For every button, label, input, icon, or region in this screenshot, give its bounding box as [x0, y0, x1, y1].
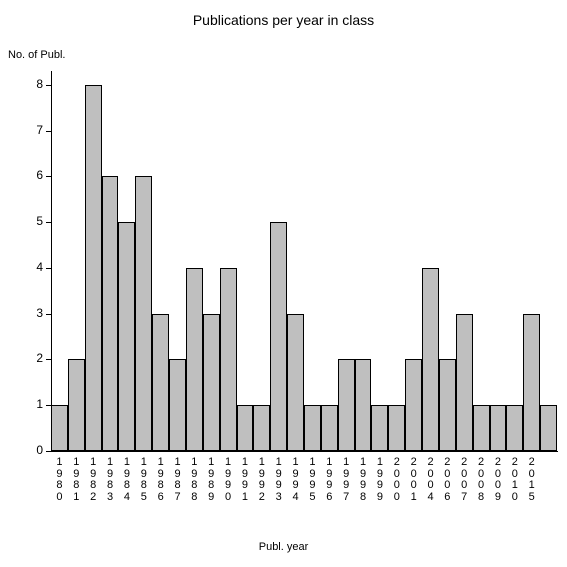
bar	[338, 359, 355, 451]
x-tick-label: 1990	[222, 457, 234, 503]
bar	[270, 222, 287, 451]
x-tick-label: 1982	[87, 457, 99, 503]
y-tick-label: 8	[27, 77, 43, 91]
x-tick-label: 1981	[70, 457, 82, 503]
x-tick-label: 1988	[188, 457, 200, 503]
y-tick-mark	[46, 222, 51, 223]
y-tick-label: 2	[27, 351, 43, 365]
bar	[506, 405, 523, 451]
x-tick-label: 2004	[425, 457, 437, 503]
x-tick-label: 1997	[340, 457, 352, 503]
bar	[287, 314, 304, 451]
x-tick-label: 1987	[172, 457, 184, 503]
bar	[422, 268, 439, 451]
bar	[253, 405, 270, 451]
x-tick-label: 1992	[256, 457, 268, 503]
x-tick-label: 2008	[475, 457, 487, 503]
y-tick-mark	[46, 85, 51, 86]
bar	[220, 268, 237, 451]
bar	[237, 405, 254, 451]
y-tick-label: 5	[27, 214, 43, 228]
x-tick-label: 2010	[509, 457, 521, 503]
y-tick-label: 4	[27, 260, 43, 274]
x-axis-title: Publ. year	[0, 541, 567, 553]
y-tick-mark	[46, 451, 51, 452]
y-tick-label: 0	[27, 443, 43, 457]
x-tick-label: 1985	[138, 457, 150, 503]
y-tick-mark	[46, 268, 51, 269]
bar	[68, 359, 85, 451]
bar	[490, 405, 507, 451]
chart-title: Publications per year in class	[0, 12, 567, 28]
x-tick-label: 1986	[155, 457, 167, 503]
bar	[118, 222, 135, 451]
bar	[51, 405, 68, 451]
y-tick-label: 3	[27, 306, 43, 320]
x-tick-label: 1993	[273, 457, 285, 503]
bar	[355, 359, 372, 451]
x-tick-label: 1980	[53, 457, 65, 503]
y-axis-title: No. of Publ.	[8, 49, 65, 61]
bar	[169, 359, 186, 451]
bar	[102, 176, 119, 451]
bar	[456, 314, 473, 451]
x-tick-label: 1984	[121, 457, 133, 503]
bar	[186, 268, 203, 451]
bar	[321, 405, 338, 451]
bar	[203, 314, 220, 451]
bar	[405, 359, 422, 451]
x-tick-label: 1996	[323, 457, 335, 503]
bar	[371, 405, 388, 451]
x-tick-label: 1998	[357, 457, 369, 503]
bar	[473, 405, 490, 451]
x-tick-label: 2009	[492, 457, 504, 503]
x-tick-label: 2015	[526, 457, 538, 503]
bar	[540, 405, 557, 451]
x-tick-label: 1999	[374, 457, 386, 503]
bar	[388, 405, 405, 451]
chart-container: Publications per year in class No. of Pu…	[0, 0, 567, 567]
x-tick-label: 2006	[441, 457, 453, 503]
bar	[135, 176, 152, 451]
bar	[439, 359, 456, 451]
bar	[304, 405, 321, 451]
x-tick-label: 2000	[391, 457, 403, 503]
bar	[85, 85, 102, 451]
x-tick-label: 1983	[104, 457, 116, 503]
y-tick-mark	[46, 314, 51, 315]
y-tick-mark	[46, 176, 51, 177]
y-tick-label: 7	[27, 123, 43, 137]
y-tick-mark	[46, 131, 51, 132]
y-tick-label: 6	[27, 168, 43, 182]
x-tick-label: 1991	[239, 457, 251, 503]
bar	[152, 314, 169, 451]
y-tick-mark	[46, 359, 51, 360]
x-tick-label: 2007	[458, 457, 470, 503]
x-tick-label: 1994	[290, 457, 302, 503]
x-tick-label: 1989	[205, 457, 217, 503]
x-tick-label: 2001	[408, 457, 420, 503]
y-tick-label: 1	[27, 397, 43, 411]
bar	[523, 314, 540, 451]
x-tick-label: 1995	[306, 457, 318, 503]
